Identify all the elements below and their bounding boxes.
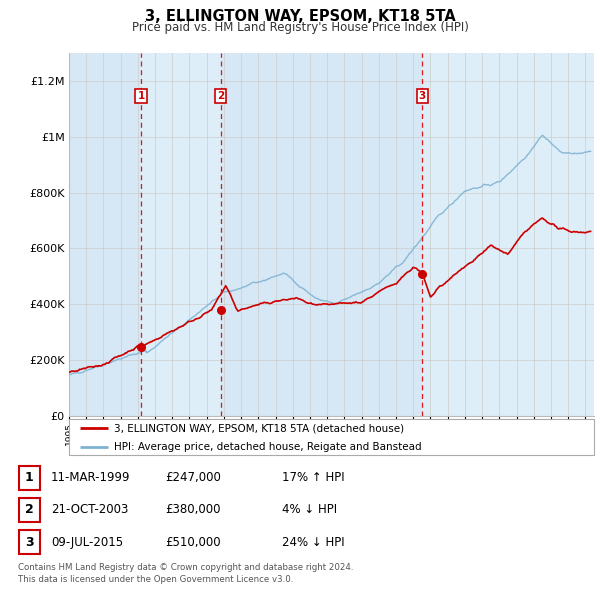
Text: 09-JUL-2015: 09-JUL-2015 [51,536,123,549]
Bar [422,53,594,416]
Text: 3: 3 [25,536,34,549]
Text: 3: 3 [419,91,426,101]
Text: £247,000: £247,000 [165,471,221,484]
Text: 24% ↓ HPI: 24% ↓ HPI [282,536,344,549]
Bar [422,53,594,416]
Text: 2: 2 [25,503,34,516]
Text: 3, ELLINGTON WAY, EPSOM, KT18 5TA (detached house): 3, ELLINGTON WAY, EPSOM, KT18 5TA (detac… [113,424,404,434]
Text: 11-MAR-1999: 11-MAR-1999 [51,471,131,484]
Text: HPI: Average price, detached house, Reigate and Banstead: HPI: Average price, detached house, Reig… [113,442,421,452]
Bar [19,498,40,522]
Text: 2: 2 [217,91,224,101]
Bar [19,530,40,554]
Bar [221,53,422,416]
Bar [19,466,40,490]
Text: 1: 1 [25,471,34,484]
Text: 4% ↓ HPI: 4% ↓ HPI [282,503,337,516]
Bar [69,53,141,416]
Text: £380,000: £380,000 [165,503,221,516]
Bar [141,53,221,416]
Text: Contains HM Land Registry data © Crown copyright and database right 2024.
This d: Contains HM Land Registry data © Crown c… [18,563,353,584]
Text: Price paid vs. HM Land Registry's House Price Index (HPI): Price paid vs. HM Land Registry's House … [131,21,469,34]
Text: 3, ELLINGTON WAY, EPSOM, KT18 5TA: 3, ELLINGTON WAY, EPSOM, KT18 5TA [145,9,455,24]
Text: 1: 1 [137,91,145,101]
Text: £510,000: £510,000 [165,536,221,549]
Text: 21-OCT-2003: 21-OCT-2003 [51,503,128,516]
Text: 17% ↑ HPI: 17% ↑ HPI [282,471,344,484]
